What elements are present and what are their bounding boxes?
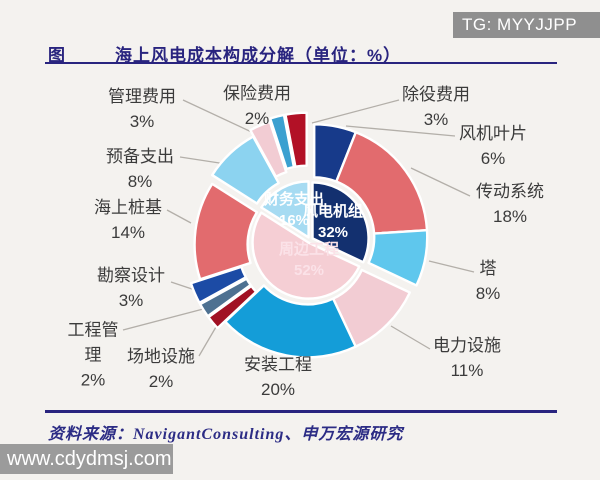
wedge-installation xyxy=(224,284,357,359)
chart-label-reserve: 预备支出 8% xyxy=(106,147,174,191)
data-source-note: 资料来源：NavigantConsulting、申万宏源研究 xyxy=(48,426,404,443)
chart-label-tower: 塔 8% xyxy=(475,259,501,303)
chart-label-offshore-piles: 海上桩基 14% xyxy=(94,198,162,242)
title-underline xyxy=(45,62,557,64)
leader-line-tower xyxy=(428,260,475,273)
figure-title: 海上风电成本构成分解（单位：%） xyxy=(115,46,402,65)
chart-label-electrical: 电力设施 11% xyxy=(433,336,501,380)
chart-label-site-facility: 场地设施 2% xyxy=(127,347,195,391)
leader-line-eng-management xyxy=(122,307,208,331)
leader-line-drivetrain xyxy=(410,167,471,197)
tg-watermark-badge: TG: MYYJJPP xyxy=(453,12,600,38)
wedge-insurance-fee xyxy=(268,113,296,171)
wedge-survey-design xyxy=(189,265,248,304)
chart-label-eng-management: 工程管理 2% xyxy=(67,320,119,390)
wedge-tower xyxy=(367,229,429,287)
wedge-site-facility xyxy=(207,284,258,330)
wedge-offshore-piles xyxy=(193,182,259,281)
inner-label-financial-expense: 财务支出 16% xyxy=(263,191,325,229)
leader-line-admin-fee xyxy=(182,99,259,136)
inner-wedge-financial-expense xyxy=(260,180,310,239)
inner-wedge-balance-of-plant xyxy=(251,211,361,300)
leader-line-offshore-piles xyxy=(166,209,192,224)
chart-label-installation: 安装工程 20% xyxy=(244,355,312,399)
footer-rule xyxy=(45,410,557,413)
chart-label-drivetrain: 传动系统 18% xyxy=(476,182,544,226)
wedge-drivetrain xyxy=(335,131,429,235)
inner-wedge-turbine-unit xyxy=(311,181,370,264)
inner-label-turbine-unit: 风电机组 32% xyxy=(302,203,364,241)
leader-line-electrical xyxy=(390,325,431,350)
chart-label-blades: 风机叶片 6% xyxy=(459,124,527,168)
inner-label-balance-of-plant: 周边工程 52% xyxy=(278,241,340,279)
chart-label-decommission: 除役费用 3% xyxy=(402,85,470,129)
leader-line-reserve xyxy=(179,156,227,165)
wedge-decommission xyxy=(284,111,308,168)
wedge-admin-fee xyxy=(249,120,288,178)
figure-header: 图 海上风电成本构成分解（单位：%） xyxy=(48,41,558,65)
chart-label-survey-design: 勘察设计 3% xyxy=(97,266,165,310)
leader-line-decommission xyxy=(311,99,400,124)
figure-prefix: 图 xyxy=(48,46,65,65)
site-watermark: www.cdydmsj.com xyxy=(0,444,173,474)
chart-label-admin-fee: 管理费用 3% xyxy=(108,87,176,131)
chart-label-insurance-fee: 保险费用 2% xyxy=(223,84,291,128)
wedge-eng-management xyxy=(198,277,252,318)
leader-line-blades xyxy=(345,125,456,137)
